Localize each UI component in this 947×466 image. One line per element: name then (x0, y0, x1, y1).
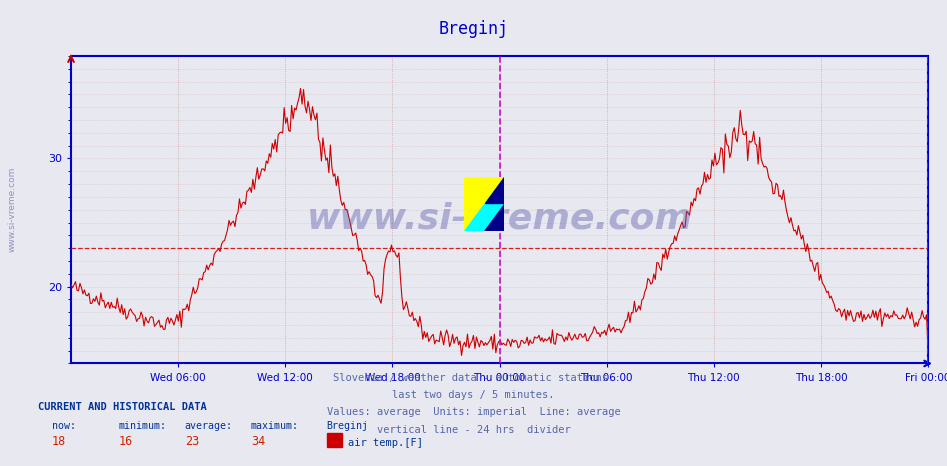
Text: Values: average  Units: imperial  Line: average: Values: average Units: imperial Line: av… (327, 407, 620, 417)
Text: 16: 16 (118, 435, 133, 448)
Text: average:: average: (185, 421, 233, 431)
Text: Breginj: Breginj (438, 20, 509, 38)
Text: www.si-vreme.com: www.si-vreme.com (8, 167, 17, 253)
Polygon shape (464, 177, 504, 231)
Text: CURRENT AND HISTORICAL DATA: CURRENT AND HISTORICAL DATA (38, 403, 206, 412)
Text: maximum:: maximum: (251, 421, 299, 431)
Polygon shape (464, 177, 504, 231)
Polygon shape (484, 204, 504, 231)
Text: last two days / 5 minutes.: last two days / 5 minutes. (392, 390, 555, 400)
Text: vertical line - 24 hrs  divider: vertical line - 24 hrs divider (377, 425, 570, 434)
Text: Breginj: Breginj (327, 421, 368, 431)
Text: air temp.[F]: air temp.[F] (348, 439, 422, 448)
Text: minimum:: minimum: (118, 421, 167, 431)
Text: www.si-vreme.com: www.si-vreme.com (307, 202, 692, 236)
Text: 18: 18 (52, 435, 66, 448)
Text: Slovenia / weather data - automatic stations.: Slovenia / weather data - automatic stat… (333, 373, 614, 383)
Text: now:: now: (52, 421, 76, 431)
Text: 34: 34 (251, 435, 265, 448)
Text: 23: 23 (185, 435, 199, 448)
Polygon shape (485, 177, 504, 203)
